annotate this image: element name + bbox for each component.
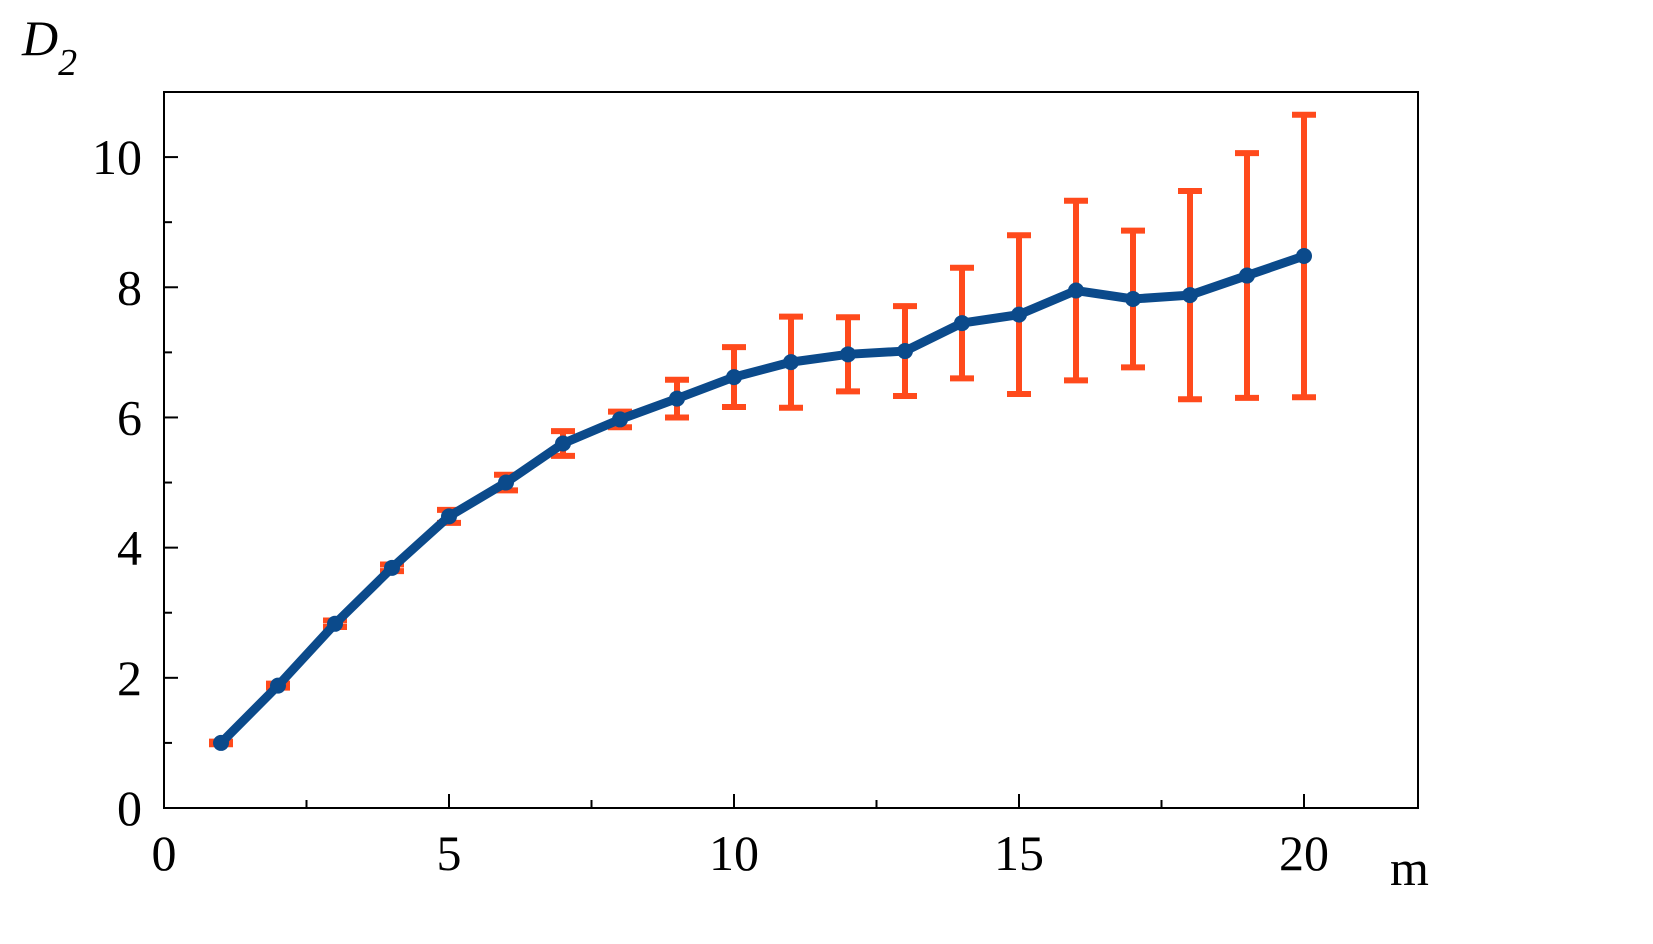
x-tick-label: 5 bbox=[437, 825, 462, 881]
data-point bbox=[840, 346, 856, 363]
data-point bbox=[1182, 287, 1198, 304]
data-point bbox=[1239, 267, 1255, 284]
y-tick-label: 6 bbox=[117, 389, 142, 445]
y-tick-label: 10 bbox=[92, 129, 142, 185]
data-point bbox=[669, 390, 685, 407]
data-point bbox=[1011, 306, 1027, 323]
x-tick-label: 10 bbox=[709, 825, 759, 881]
y-label-subscript: 2 bbox=[58, 42, 77, 84]
x-tick-label: 20 bbox=[1279, 825, 1329, 881]
series-line bbox=[217, 251, 1306, 747]
data-point bbox=[1068, 282, 1084, 299]
x-axis-label: m bbox=[1390, 840, 1429, 896]
y-tick-label: 4 bbox=[117, 520, 142, 576]
data-point bbox=[726, 369, 742, 386]
data-point bbox=[897, 343, 913, 360]
data-point bbox=[270, 677, 286, 694]
y-axis-label: D2 bbox=[21, 10, 77, 84]
data-point bbox=[327, 615, 343, 632]
data-point bbox=[213, 734, 229, 751]
data-point bbox=[555, 435, 571, 452]
data-point bbox=[498, 474, 514, 491]
data-point bbox=[954, 315, 970, 332]
x-tick-label: 15 bbox=[994, 825, 1044, 881]
y-label-main: D bbox=[21, 10, 58, 66]
data-point bbox=[384, 559, 400, 576]
y-tick-label: 8 bbox=[117, 259, 142, 315]
plot-frame bbox=[163, 91, 1419, 809]
data-point bbox=[1125, 290, 1141, 307]
data-point bbox=[1296, 248, 1312, 265]
data-point bbox=[612, 411, 628, 428]
y-tick-label: 2 bbox=[117, 650, 142, 706]
x-tick-label: 0 bbox=[152, 825, 177, 881]
y-tick-label: 0 bbox=[117, 780, 142, 836]
data-point bbox=[441, 508, 457, 525]
data-point bbox=[783, 354, 799, 371]
